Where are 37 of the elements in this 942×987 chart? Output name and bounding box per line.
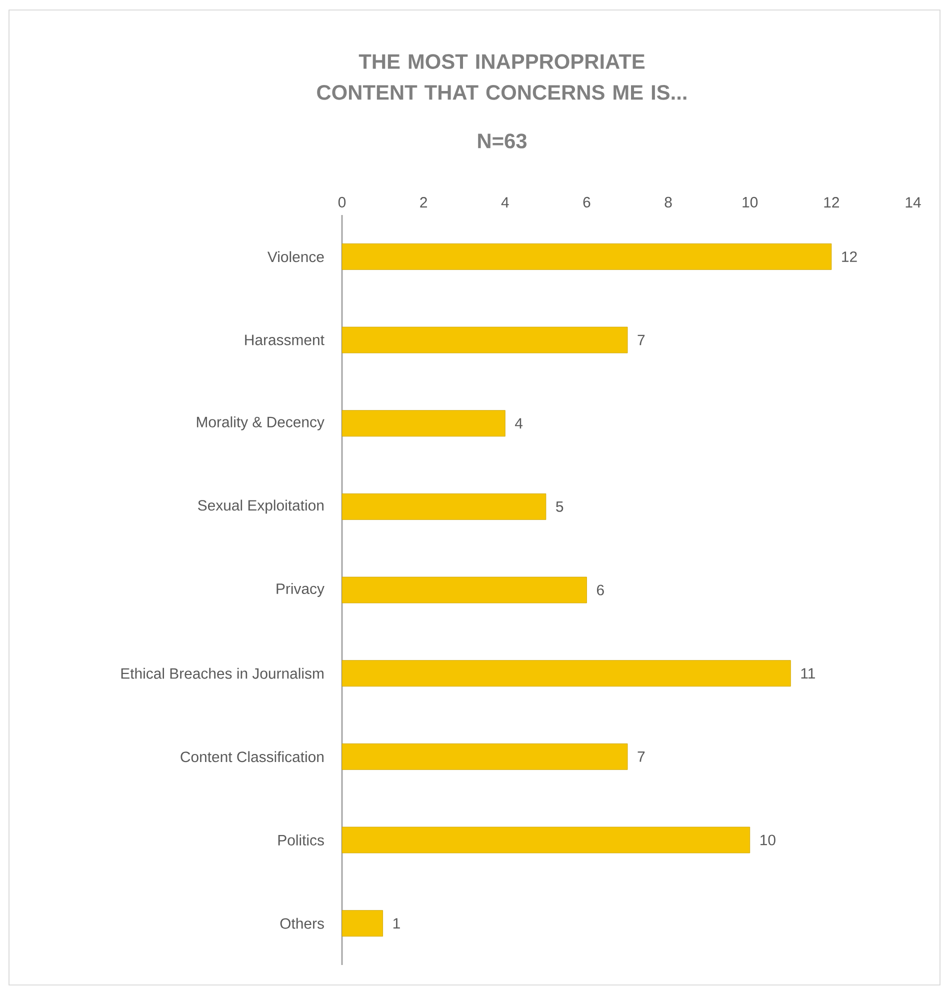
bar <box>342 410 506 437</box>
y-tick-label: Morality & Decency <box>196 416 324 430</box>
bar <box>342 743 628 770</box>
data-label: 12 <box>842 251 857 262</box>
data-label: 5 <box>556 501 564 512</box>
data-label: 4 <box>515 418 523 428</box>
bar <box>342 660 791 687</box>
bar <box>342 243 832 270</box>
data-label: 7 <box>638 334 645 346</box>
y-tick-label: Politics <box>278 834 324 846</box>
x-tick-label: 12 <box>824 197 839 208</box>
data-label: 10 <box>760 834 776 846</box>
x-tick-label: 6 <box>583 196 590 208</box>
y-tick-label: Others <box>280 918 324 929</box>
bar <box>342 576 587 604</box>
y-tick-label: Ethical Breaches in Journalism <box>121 668 324 679</box>
x-tick-label: 10 <box>742 196 758 208</box>
y-tick-label: Harassment <box>245 334 324 346</box>
bar <box>342 910 383 937</box>
x-tick-label: 4 <box>501 197 509 208</box>
y-tick-label: Privacy <box>276 583 324 597</box>
y-tick-label: Content Classification <box>180 751 324 762</box>
x-tick-label: 0 <box>338 196 346 208</box>
x-tick-label: 8 <box>664 196 672 208</box>
data-label: 11 <box>801 668 815 678</box>
chart-subtitle: N=63 <box>478 134 527 148</box>
x-tick-label: 2 <box>420 197 427 208</box>
chart-title: THE MOST INAPPROPRIATE CONTENT THAT CONCERNS ME IS... <box>317 54 686 100</box>
bar <box>342 826 750 854</box>
bar <box>342 326 628 354</box>
data-label: 1 <box>393 918 400 928</box>
x-tick-label: 14 <box>906 197 921 208</box>
data-label: 7 <box>638 752 645 762</box>
y-tick-label: Sexual Exploitation <box>198 500 324 514</box>
bar <box>342 493 546 520</box>
y-tick-label: Violence <box>267 251 324 262</box>
data-label: 6 <box>597 584 604 596</box>
